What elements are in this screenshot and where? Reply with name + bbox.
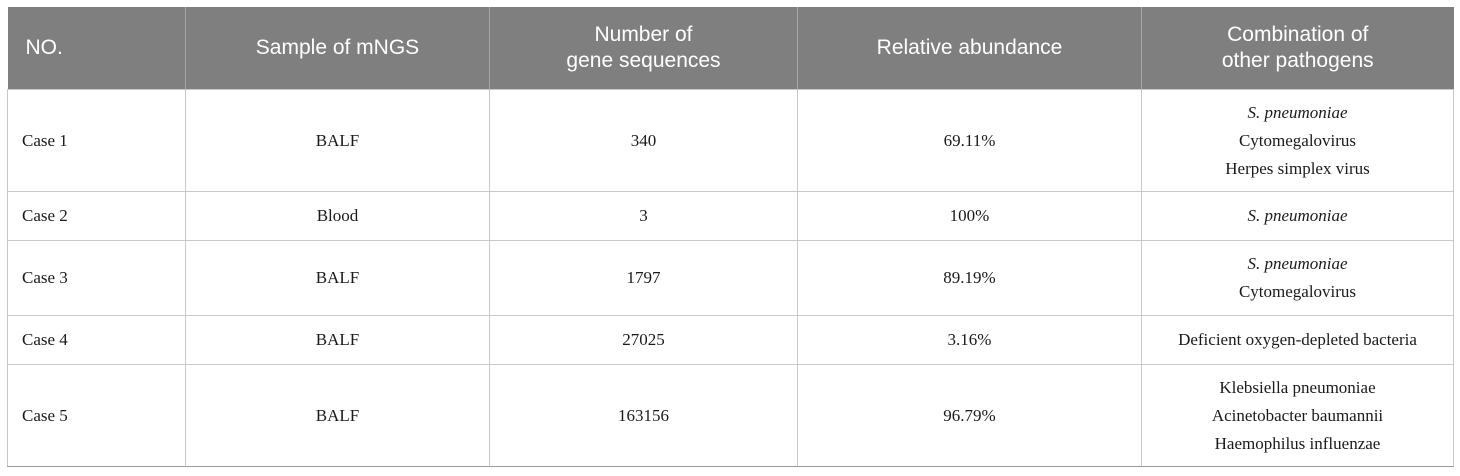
cell-abundance: 89.19% [797, 240, 1142, 316]
header-pathogens-line2: other pathogens [1221, 49, 1374, 72]
header-no: NO. [7, 7, 186, 90]
cell-case: Case 2 [7, 191, 186, 241]
pathogen-item: Herpes simplex virus [1225, 158, 1370, 178]
cell-sample: Blood [185, 191, 490, 241]
header-pathogens-line1: Combination of [1227, 23, 1369, 46]
cell-sample: BALF [185, 364, 490, 467]
header-row: NO. Sample of mNGS Number of gene sequen… [7, 7, 1454, 90]
pathogen-item: Cytomegalovirus [1238, 282, 1357, 301]
header-sample: Sample of mNGS [185, 7, 490, 90]
pathogen-item: Deficient oxygen-depleted bacteria [1178, 330, 1417, 349]
header-abundance: Relative abundance [797, 7, 1142, 90]
cell-case: Case 4 [7, 315, 186, 365]
cell-abundance: 69.11% [797, 89, 1142, 192]
cell-abundance: 100% [797, 191, 1142, 241]
cell-pathogens: Deficient oxygen-depleted bacteria [1141, 315, 1454, 365]
table-row: Case 4 BALF 27025 3.16% Deficient oxygen… [7, 315, 1454, 365]
cell-sequences: 340 [489, 89, 798, 192]
cell-sequences: 27025 [489, 315, 798, 365]
header-sequences-line1: Number of [594, 23, 693, 46]
table-container: NO. Sample of mNGS Number of gene sequen… [7, 7, 1454, 467]
pathogen-item: S. pneumoniae [1247, 102, 1348, 122]
cell-case: Case 3 [7, 240, 186, 316]
cell-case: Case 5 [7, 364, 186, 467]
cell-pathogens: S. pneumoniae Cytomegalovirus [1141, 240, 1454, 316]
table-row: Case 1 BALF 340 69.11% S. pneumoniae Cyt… [7, 89, 1454, 192]
pathogen-item: Haemophilus influenzae [1214, 433, 1381, 453]
cell-pathogens: Klebsiella pneumoniae Acinetobacter baum… [1141, 364, 1454, 467]
cell-sequences: 1797 [489, 240, 798, 316]
pathogen-item: Acinetobacter baumannii [1211, 405, 1384, 425]
cell-sequences: 163156 [489, 364, 798, 467]
pathogen-item: Klebsiella pneumoniae [1219, 377, 1376, 397]
pathogen-item: Cytomegalovirus [1238, 130, 1357, 150]
pathogen-item: S. pneumoniae [1247, 206, 1348, 225]
cell-sequences: 3 [489, 191, 798, 241]
header-sequences-line2: gene sequences [566, 49, 721, 72]
cell-case: Case 1 [7, 89, 186, 192]
table-row: Case 2 Blood 3 100% S. pneumoniae [7, 191, 1454, 241]
pathogen-item: S. pneumoniae [1247, 254, 1348, 273]
case-table: NO. Sample of mNGS Number of gene sequen… [7, 7, 1454, 467]
cell-abundance: 96.79% [797, 364, 1142, 467]
cell-pathogens: S. pneumoniae Cytomegalovirus Herpes sim… [1141, 89, 1454, 192]
header-pathogens: Combination of other pathogens [1141, 7, 1454, 90]
cell-sample: BALF [185, 315, 490, 365]
cell-sample: BALF [185, 89, 490, 192]
table-row: Case 5 BALF 163156 96.79% Klebsiella pne… [7, 364, 1454, 467]
cell-abundance: 3.16% [797, 315, 1142, 365]
cell-pathogens: S. pneumoniae [1141, 191, 1454, 241]
cell-sample: BALF [185, 240, 490, 316]
table-row: Case 3 BALF 1797 89.19% S. pneumoniae Cy… [7, 240, 1454, 316]
header-sequences: Number of gene sequences [489, 7, 798, 90]
